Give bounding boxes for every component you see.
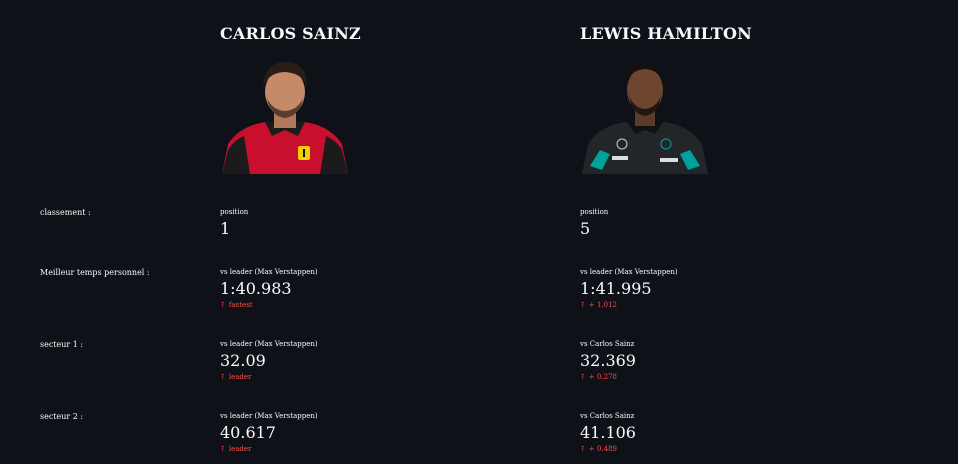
driver-photo-hamilton	[580, 54, 710, 174]
metric-delta: ↑ fastest	[220, 301, 318, 309]
arrow-up-icon: ↑	[220, 445, 226, 453]
metric-delta: ↑ leader	[220, 445, 318, 453]
metric-caption: vs Carlos Sainz	[580, 340, 635, 348]
metric-value: 1:40.983	[220, 279, 292, 298]
metric-best-hamilton: vs leader (Max Verstappen) 1:41.995 ↑ + 1…	[580, 268, 678, 309]
metric-best-sainz: vs leader (Max Verstappen) 1:40.983 ↑ fas…	[220, 268, 318, 309]
delta-text: fastest	[228, 301, 253, 309]
row-label-sector-2: secteur 2 :	[40, 412, 84, 421]
arrow-up-icon: ↑	[580, 445, 586, 453]
driver-name-sainz: CARLOS SAINZ	[220, 24, 361, 43]
metric-caption: vs Carlos Sainz	[580, 412, 635, 420]
metric-delta: ↑ + 1.012	[580, 301, 678, 309]
metric-s1-sainz: vs leader (Max Verstappen) 32.09 ↑ leader	[220, 340, 318, 381]
metric-caption: position	[580, 208, 609, 216]
arrow-up-icon: ↑	[220, 301, 226, 309]
row-label-sector-1: secteur 1 :	[40, 340, 84, 349]
metric-value: 5	[580, 219, 591, 238]
arrow-up-icon: ↑	[580, 373, 586, 381]
metric-caption: position	[220, 208, 249, 216]
driver-photo-sainz	[220, 54, 350, 174]
row-label-best-time: Meilleur temps personnel :	[40, 268, 150, 277]
metric-caption: vs leader (Max Verstappen)	[580, 268, 678, 276]
metric-value: 41.106	[580, 423, 636, 442]
metric-value: 32.369	[580, 351, 636, 370]
metric-value: 40.617	[220, 423, 276, 442]
metric-delta: ↑ + 0.278	[580, 373, 636, 381]
arrow-up-icon: ↑	[580, 301, 586, 309]
delta-text: leader	[228, 373, 252, 381]
metric-delta: ↑ leader	[220, 373, 318, 381]
arrow-up-icon: ↑	[220, 373, 226, 381]
metric-s1-hamilton: vs Carlos Sainz 32.369 ↑ + 0.278	[580, 340, 636, 381]
driver-name-hamilton: LEWIS HAMILTON	[580, 24, 752, 43]
delta-text: + 1.012	[588, 301, 618, 309]
metric-caption: vs leader (Max Verstappen)	[220, 412, 318, 420]
metric-caption: vs leader (Max Verstappen)	[220, 268, 318, 276]
metric-classement-sainz: position 1	[220, 208, 248, 238]
metric-s2-sainz: vs leader (Max Verstappen) 40.617 ↑ leade…	[220, 412, 318, 453]
metric-caption: vs leader (Max Verstappen)	[220, 340, 318, 348]
row-label-classement: classement :	[40, 208, 91, 217]
metric-s2-hamilton: vs Carlos Sainz 41.106 ↑ + 0.489	[580, 412, 636, 453]
delta-text: + 0.278	[588, 373, 618, 381]
delta-text: leader	[228, 445, 252, 453]
metric-delta: ↑ + 0.489	[580, 445, 636, 453]
metric-classement-hamilton: position 5	[580, 208, 608, 238]
metric-value: 1:41.995	[580, 279, 652, 298]
metric-value: 32.09	[220, 351, 266, 370]
delta-text: + 0.489	[588, 445, 618, 453]
metric-value: 1	[220, 219, 231, 238]
